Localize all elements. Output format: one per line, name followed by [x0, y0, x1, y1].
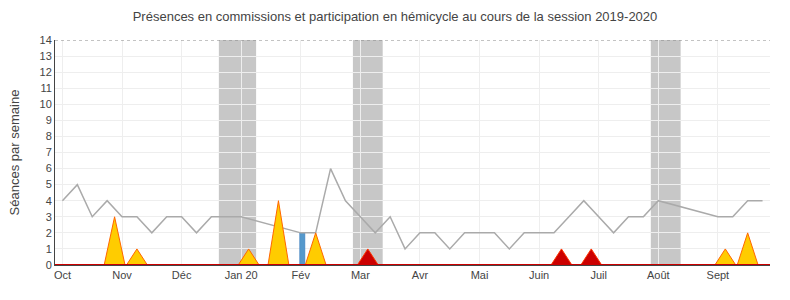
svg-text:Nov: Nov [112, 269, 132, 281]
svg-text:Juil: Juil [590, 269, 607, 281]
svg-text:9: 9 [46, 114, 52, 126]
svg-text:5: 5 [46, 178, 52, 190]
svg-text:Mai: Mai [471, 269, 489, 281]
svg-text:Juin: Juin [529, 269, 549, 281]
svg-text:Août: Août [647, 269, 670, 281]
svg-text:Présences en commissions et pa: Présences en commissions et participatio… [133, 9, 658, 24]
svg-text:2: 2 [46, 227, 52, 239]
svg-text:Jan 20: Jan 20 [225, 269, 258, 281]
svg-text:7: 7 [46, 146, 52, 158]
svg-text:Séances par semaine: Séances par semaine [7, 90, 22, 216]
svg-text:Déc: Déc [172, 269, 192, 281]
svg-text:11: 11 [40, 82, 51, 94]
svg-text:8: 8 [46, 130, 52, 142]
svg-text:0: 0 [46, 259, 52, 271]
svg-text:3: 3 [46, 211, 52, 223]
svg-text:6: 6 [46, 162, 52, 174]
svg-text:Avr: Avr [412, 269, 429, 281]
svg-text:Mar: Mar [351, 269, 370, 281]
svg-text:13: 13 [40, 50, 52, 62]
svg-text:Sept: Sept [707, 269, 730, 281]
svg-text:10: 10 [40, 98, 52, 110]
svg-text:Oct: Oct [54, 269, 71, 281]
svg-text:14: 14 [40, 34, 52, 46]
svg-text:12: 12 [40, 66, 52, 78]
svg-text:1: 1 [46, 243, 52, 255]
svg-text:Fév: Fév [292, 269, 311, 281]
svg-text:4: 4 [46, 195, 52, 207]
